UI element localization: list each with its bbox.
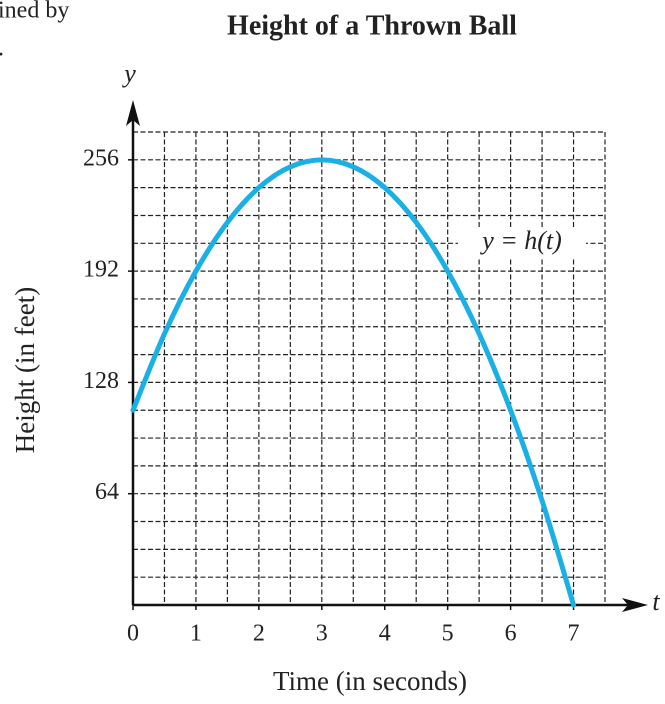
x-tick-label: 2 xyxy=(253,621,265,647)
y-tick-label: 256 xyxy=(83,145,119,171)
x-tick-label: 7 xyxy=(568,621,580,647)
curve xyxy=(130,157,577,608)
y-axis-name: y xyxy=(121,59,136,88)
y-axis-arrow xyxy=(126,100,140,126)
annotation-bg xyxy=(458,228,586,258)
x-tick-label: 6 xyxy=(505,621,517,647)
x-axis-name: t xyxy=(652,587,660,616)
x-axis-arrow xyxy=(622,598,648,612)
y-tick-label: 64 xyxy=(95,479,119,505)
x-tick-label: 3 xyxy=(316,621,328,647)
x-axis-label: Time (in seconds) xyxy=(273,666,467,696)
x-tick-label: 4 xyxy=(379,621,391,647)
cropped-text: . xyxy=(0,36,4,62)
y-tick-label: 192 xyxy=(83,257,119,283)
x-tick-label: 0 xyxy=(127,621,139,647)
y-axis-label: Height (in feet) xyxy=(10,287,40,453)
annotation: y = h(t) xyxy=(479,226,562,255)
x-tick-label: 5 xyxy=(442,621,454,647)
chart-title: Height of a Thrown Ball xyxy=(227,10,517,41)
cropped-text: ined by xyxy=(0,0,69,24)
x-tick-label: 1 xyxy=(190,621,202,647)
y-tick-label: 128 xyxy=(83,368,119,394)
